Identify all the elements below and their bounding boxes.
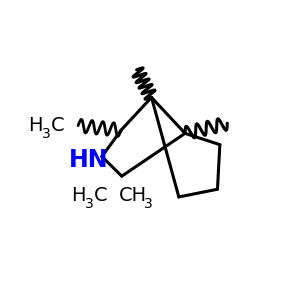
Text: H: H <box>71 186 86 205</box>
Text: H: H <box>28 116 43 135</box>
Text: 3: 3 <box>85 196 94 211</box>
Text: 3: 3 <box>144 196 153 211</box>
Text: CH: CH <box>119 186 147 205</box>
Text: 3: 3 <box>42 127 51 141</box>
Text: HN: HN <box>69 148 109 172</box>
Text: C: C <box>94 186 107 205</box>
Text: C: C <box>50 116 64 135</box>
